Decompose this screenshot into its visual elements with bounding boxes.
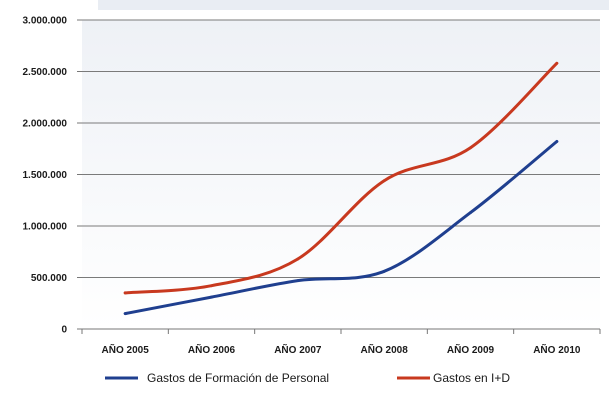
data-point	[382, 269, 386, 273]
x-tick-label: AÑO 2010	[533, 343, 581, 356]
y-tick-label: 0	[61, 325, 67, 336]
data-point	[555, 61, 559, 65]
series-line-gastos-de-formacion-de-personal	[123, 140, 559, 316]
data-point	[296, 257, 300, 261]
data-point	[210, 284, 213, 288]
data-point	[555, 140, 559, 143]
gridlines	[82, 19, 600, 278]
data-point	[123, 291, 127, 295]
data-point	[123, 312, 127, 315]
data-point	[469, 211, 472, 215]
data-point	[210, 295, 213, 299]
x-tick-label: AÑO 2006	[188, 343, 236, 356]
data-point	[382, 179, 386, 183]
y-axis-ticks: 0 500.000 1.000.000 1.500.000 2.000.000 2.500…	[23, 16, 82, 336]
x-tick-label: AÑO 2009	[447, 343, 495, 356]
x-tick-label: AÑO 2007	[274, 343, 322, 356]
x-axis-ticks: AÑO 2005 AÑO 2006 AÑO 2007 AÑO 2008 AÑO 2009…	[81, 329, 601, 356]
series-line-gastos-en-i-d	[123, 61, 559, 295]
y-tick-label: 1.500.000	[23, 170, 68, 181]
y-tick-label: 3.000.000	[23, 16, 68, 27]
legend-label: Gastos en I+D	[433, 371, 510, 385]
data-point	[469, 146, 472, 150]
y-tick-label: 2.500.000	[23, 67, 68, 78]
data-point	[296, 279, 300, 282]
top-band	[98, 0, 609, 10]
x-tick-label: AÑO 2005	[102, 343, 150, 356]
x-tick-label: AÑO 2008	[361, 343, 409, 356]
series-lines	[123, 61, 559, 316]
y-tick-label: 500.000	[31, 273, 68, 284]
legend-label: Gastos de Formación de Personal	[147, 371, 329, 385]
legend: Gastos de Formación de Personal Gastos en…	[105, 371, 510, 385]
y-tick-label: 1.000.000	[23, 222, 68, 233]
y-tick-label: 2.000.000	[23, 119, 68, 130]
